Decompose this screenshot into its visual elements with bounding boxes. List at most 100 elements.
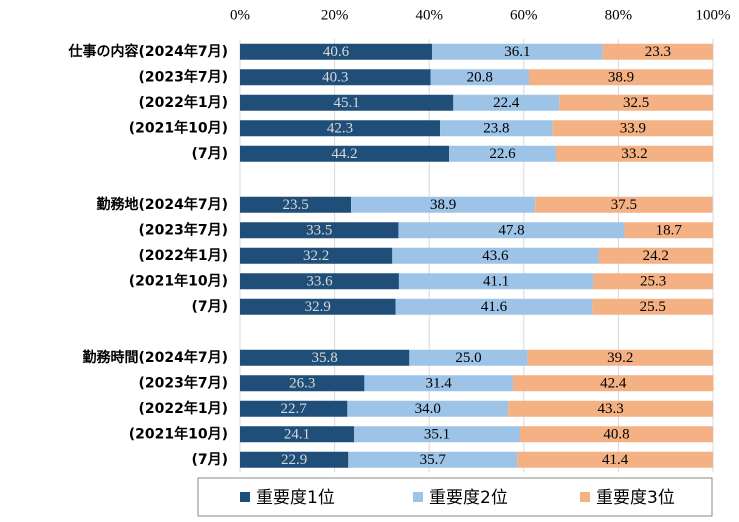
value-label: 43.3 (597, 401, 623, 417)
legend-label: 重要度2位 (429, 488, 508, 508)
bar-segment (430, 69, 530, 86)
bar-segment (527, 349, 713, 366)
bar-segment (353, 426, 521, 443)
bar-segment (508, 400, 713, 417)
value-label: 25.5 (640, 299, 666, 315)
value-label: 34.0 (415, 401, 441, 417)
bar-segment (240, 400, 348, 417)
value-label: 22.9 (281, 452, 307, 468)
y-tick-label: (2022年1月) (138, 400, 228, 417)
bar-segment (398, 222, 625, 239)
value-label: 38.9 (430, 197, 456, 213)
bar-segment (559, 94, 713, 111)
bar-segment (240, 222, 399, 239)
bar-segment (240, 247, 393, 264)
bar-segment (529, 69, 713, 86)
bar-segment (517, 451, 713, 468)
bar-segment (240, 349, 410, 366)
bar-segment (240, 273, 399, 290)
value-label: 23.3 (645, 44, 671, 60)
value-label: 32.2 (303, 248, 329, 264)
y-tick-label: (2023年7月) (138, 68, 228, 85)
bar-segment (240, 120, 441, 137)
bar-segment (395, 298, 593, 315)
bar-segment (598, 247, 713, 264)
value-label: 31.4 (426, 376, 453, 392)
value-label: 33.5 (306, 223, 332, 239)
bar-segment (240, 43, 433, 60)
value-label: 33.2 (621, 146, 647, 162)
x-tick-label: 80% (605, 7, 633, 23)
legend-swatch (240, 492, 250, 502)
bar-segment (240, 196, 352, 213)
value-label: 35.8 (312, 350, 338, 366)
y-tick-label: (2021年10月) (129, 119, 228, 136)
value-label: 22.4 (493, 95, 520, 111)
y-tick-label: (2021年10月) (129, 272, 228, 289)
value-label: 41.6 (481, 299, 508, 315)
value-label: 36.1 (504, 44, 530, 60)
y-tick-label: 仕事の内容(2024年7月) (67, 43, 228, 60)
bar-segment (535, 196, 713, 213)
value-label: 35.1 (424, 427, 450, 443)
value-label: 39.2 (607, 350, 633, 366)
y-tick-label: (7月) (191, 452, 228, 468)
y-tick-label: (2023年7月) (138, 374, 228, 391)
bar-segment (240, 298, 396, 315)
y-tick-label: (2022年1月) (138, 94, 228, 111)
value-label: 33.6 (306, 274, 333, 290)
y-tick-label: 勤務地(2024年7月) (96, 196, 228, 213)
value-label: 32.9 (305, 299, 331, 315)
bar-segment (440, 120, 553, 137)
y-tick-label: (2022年1月) (138, 247, 228, 264)
value-label: 37.5 (611, 197, 637, 213)
value-label: 42.3 (327, 121, 353, 137)
value-label: 41.1 (483, 274, 509, 290)
x-tick-label: 20% (321, 7, 349, 23)
bar-segment (449, 145, 556, 162)
y-tick-label: (2023年7月) (138, 221, 228, 238)
value-label: 43.6 (482, 248, 509, 264)
value-label: 22.7 (281, 401, 308, 417)
value-label: 40.8 (603, 427, 629, 443)
legend-swatch (580, 492, 590, 502)
bar-segment (348, 451, 518, 468)
value-label: 47.8 (498, 223, 524, 239)
x-tick-label: 100% (696, 7, 731, 23)
value-label: 24.2 (643, 248, 669, 264)
value-label: 25.3 (640, 274, 666, 290)
bar-segment (453, 94, 560, 111)
bar-segment (520, 426, 713, 443)
value-label: 18.7 (656, 223, 683, 239)
legend-swatch (413, 492, 423, 502)
x-tick-label: 40% (415, 7, 443, 23)
y-tick-label: 勤務時間(2024年7月) (82, 349, 228, 366)
value-label: 22.6 (489, 146, 516, 162)
x-tick-label: 0% (230, 7, 250, 23)
value-label: 33.9 (620, 121, 646, 137)
value-label: 38.9 (608, 70, 634, 86)
value-label: 20.8 (467, 70, 493, 86)
value-label: 41.4 (602, 452, 629, 468)
value-label: 23.5 (282, 197, 308, 213)
value-label: 23.8 (483, 121, 509, 137)
value-label: 45.1 (334, 95, 360, 111)
bar-segment (592, 298, 713, 315)
bar-segment (347, 400, 509, 417)
value-label: 44.2 (331, 146, 357, 162)
value-label: 24.1 (284, 427, 310, 443)
legend-label: 重要度1位 (256, 488, 335, 508)
bar-segment (240, 426, 354, 443)
bar-segment (432, 43, 603, 60)
bar-segment (240, 69, 431, 86)
value-label: 35.7 (420, 452, 447, 468)
bar-segment (552, 120, 713, 137)
value-label: 42.4 (600, 376, 627, 392)
bar-segment (364, 375, 513, 392)
bar-segment (593, 273, 713, 290)
bar-segment (602, 43, 713, 60)
bar-segment (398, 273, 594, 290)
bar-segment (624, 222, 713, 239)
value-label: 40.6 (323, 44, 350, 60)
